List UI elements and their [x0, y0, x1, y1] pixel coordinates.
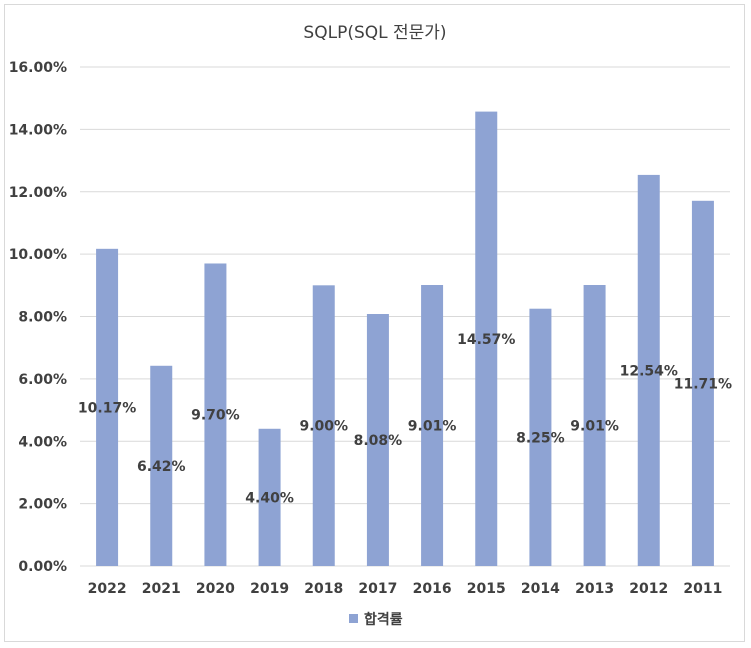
- x-tick-label: 2015: [467, 581, 506, 597]
- y-tick-label: 4.00%: [18, 434, 67, 450]
- y-tick-label: 2.00%: [18, 497, 67, 513]
- bar: [258, 428, 281, 566]
- y-axis-ticks: 0.00% 2.00% 4.00% 6.00% 8.00% 10.00% 12.00% 14.…: [9, 60, 67, 575]
- data-label: 6.42%: [137, 459, 186, 475]
- x-axis-ticks: 2022 2021 2020 2019 2018 2017 2016 2015 2014 2013…: [88, 581, 723, 597]
- legend: 합격률: [349, 611, 403, 628]
- y-tick-label: 16.00%: [9, 60, 67, 76]
- x-tick-label: 2022: [88, 581, 127, 597]
- x-tick-label: 2021: [142, 581, 181, 597]
- data-label: 9.70%: [191, 408, 240, 424]
- x-tick-label: 2011: [683, 581, 722, 597]
- x-tick-label: 2016: [413, 581, 452, 597]
- legend-swatch: [349, 614, 358, 623]
- data-label: 8.25%: [516, 430, 565, 446]
- data-labels: 10.17% 6.42% 9.70% 4.40% 9.00% 8.08% 9.01% 14.5…: [78, 332, 732, 507]
- data-label: 12.54%: [620, 363, 678, 379]
- x-tick-label: 2013: [575, 581, 614, 597]
- data-label: 10.17%: [78, 400, 136, 416]
- y-tick-label: 0.00%: [18, 559, 67, 575]
- bar: [529, 308, 552, 566]
- bars: [96, 111, 714, 567]
- x-tick-label: 2014: [521, 581, 560, 597]
- data-label: 9.00%: [299, 419, 348, 435]
- y-tick-label: 10.00%: [9, 247, 67, 263]
- bar: [637, 174, 660, 566]
- data-label: 9.01%: [570, 419, 619, 435]
- bar: [204, 263, 227, 566]
- data-label: 8.08%: [354, 433, 403, 449]
- data-label: 9.01%: [408, 419, 457, 435]
- data-label: 11.71%: [674, 376, 732, 392]
- y-tick-label: 8.00%: [18, 310, 67, 326]
- bar: [150, 365, 173, 566]
- bar: [366, 314, 389, 566]
- bar: [312, 285, 335, 566]
- data-label: 4.40%: [245, 490, 294, 506]
- bar: [421, 285, 444, 566]
- x-tick-label: 2019: [250, 581, 289, 597]
- gridlines: [80, 66, 730, 567]
- x-tick-label: 2018: [304, 581, 343, 597]
- bar: [583, 285, 606, 566]
- bar: [475, 111, 498, 567]
- y-tick-label: 12.00%: [9, 185, 67, 201]
- legend-label: 합격률: [364, 611, 403, 628]
- bar: [691, 200, 714, 566]
- bar: [96, 248, 119, 566]
- y-tick-label: 14.00%: [9, 122, 67, 138]
- y-tick-label: 6.00%: [18, 372, 67, 388]
- chart-title: SQLP(SQL 전문가): [303, 23, 446, 43]
- x-tick-label: 2017: [358, 581, 397, 597]
- data-label: 14.57%: [457, 332, 515, 348]
- x-tick-label: 2020: [196, 581, 235, 597]
- x-tick-label: 2012: [629, 581, 668, 597]
